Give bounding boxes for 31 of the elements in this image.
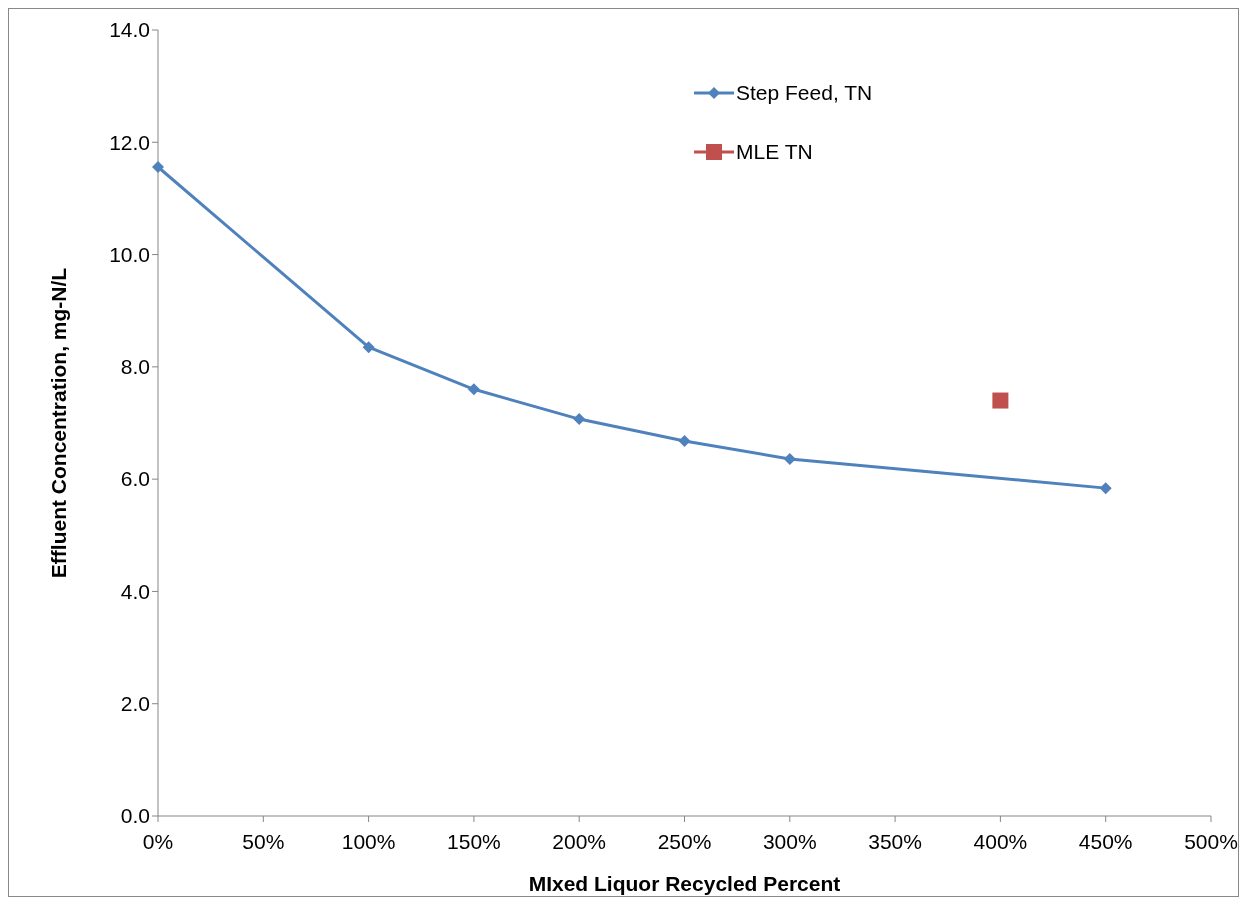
- x-tick-label: 450%: [1078, 830, 1133, 853]
- y-tick-label: 8.0: [120, 355, 150, 379]
- y-tick-label: 2.0: [120, 692, 150, 716]
- y-tick-label: 6.0: [120, 467, 150, 491]
- point: [362, 341, 375, 354]
- x-tick-label: 0%: [142, 830, 174, 853]
- x-tick-label: 50%: [242, 830, 285, 853]
- point: [573, 413, 586, 426]
- y-axis-title: Effluent Concentration, mg-N/L: [47, 267, 70, 579]
- y-tick-label: 10.0: [109, 242, 150, 266]
- y-tick-label: 4.0: [120, 579, 150, 603]
- point: [783, 452, 796, 465]
- x-tick-label: 100%: [341, 830, 396, 853]
- legend-label: Step Feed, TN: [736, 81, 873, 105]
- point: [992, 392, 1009, 409]
- x-tick-label: 150%: [447, 830, 501, 853]
- y-tick-label: 12.0: [109, 130, 150, 154]
- point: [1099, 482, 1112, 495]
- x-tick-label: 200%: [552, 830, 607, 853]
- point: [678, 434, 691, 447]
- x-tick-label: 350%: [868, 830, 922, 853]
- x-tick-label: 500%: [1184, 830, 1238, 853]
- point: [467, 383, 480, 396]
- x-tick-label: 400%: [973, 830, 1028, 853]
- x-tick-label: 250%: [657, 830, 712, 853]
- x-axis-title: MIxed Liquor Recycled Percent: [528, 872, 841, 895]
- legend-label: MLE TN: [736, 140, 813, 164]
- point: [152, 160, 164, 173]
- y-tick-label: 14.0: [109, 18, 150, 42]
- x-tick-label: 300%: [762, 830, 817, 853]
- y-tick-label: 0.0: [120, 804, 150, 828]
